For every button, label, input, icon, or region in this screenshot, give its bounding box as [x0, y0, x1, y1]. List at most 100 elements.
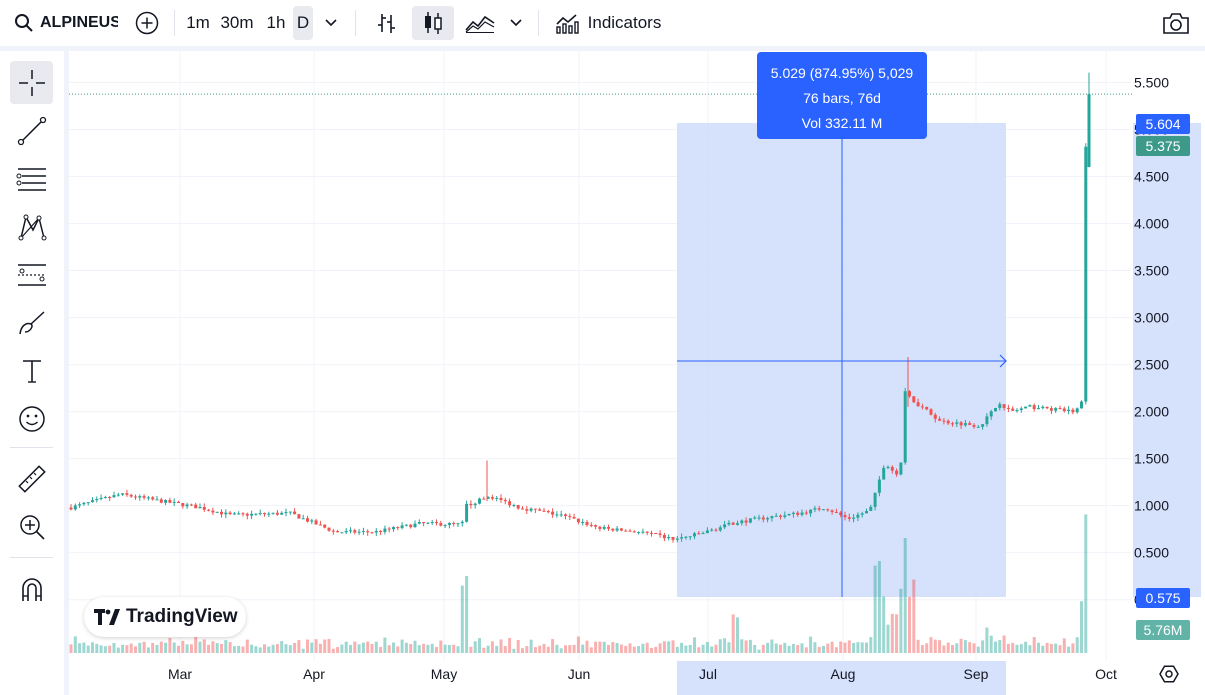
candle-body — [895, 470, 899, 475]
tradingview-logo[interactable]: TradingView — [84, 597, 246, 637]
pattern-tool[interactable] — [10, 205, 53, 248]
candle-body — [951, 423, 954, 425]
interval-30m[interactable]: 30m — [220, 13, 254, 32]
candle-body — [521, 508, 524, 510]
volume-bar — [271, 644, 275, 653]
volume-bar — [1058, 645, 1062, 653]
toolbar-divider — [174, 10, 175, 36]
chart-style-dropdown[interactable] — [502, 6, 530, 40]
price-axis[interactable]: 6.0005.5005.0004.5004.0003.5003.0002.500… — [1134, 51, 1169, 608]
volume-bar — [1080, 601, 1083, 653]
volume-bar — [804, 647, 808, 653]
axis-settings-button[interactable] — [1159, 665, 1179, 683]
ruler-tool[interactable] — [10, 457, 53, 500]
volume-bar — [1011, 642, 1015, 653]
candle-body — [86, 502, 90, 504]
volume-bar — [69, 644, 73, 653]
volume-bar — [783, 642, 787, 653]
emoji-tool[interactable] — [10, 397, 53, 440]
symbol-search[interactable]: ALPINEUS — [2, 6, 120, 40]
volume-bar — [383, 637, 387, 653]
volume-bar — [589, 647, 593, 653]
volume-bar — [288, 645, 292, 653]
candle-body — [981, 424, 985, 427]
candle-body — [129, 494, 133, 497]
candle-body — [336, 531, 340, 533]
candle-body — [860, 513, 864, 515]
volume-bar — [331, 648, 335, 653]
candle-body — [877, 479, 881, 493]
zoom-in-tool[interactable] — [10, 505, 53, 548]
candle-body — [723, 524, 727, 528]
trend-line-tool[interactable] — [10, 109, 53, 152]
volume-bar — [460, 585, 464, 653]
candles-style-button[interactable] — [412, 6, 454, 40]
volume-bar — [207, 644, 211, 653]
volume-bar — [890, 613, 894, 653]
candle-body — [667, 536, 671, 539]
candle-body — [1002, 404, 1006, 408]
candle-body — [297, 514, 301, 519]
interval-d[interactable]: D — [293, 6, 313, 40]
price-chart[interactable]: 6.0005.5005.0004.5004.0003.5003.0002.500… — [69, 51, 1205, 695]
candle-body — [164, 500, 168, 503]
candle-body — [994, 407, 997, 412]
interval-1m[interactable]: 1m — [186, 13, 210, 32]
candle-body — [645, 531, 649, 533]
brush-tool[interactable] — [10, 301, 53, 344]
candle-body — [215, 511, 219, 513]
screenshot-button[interactable] — [1158, 6, 1194, 40]
volume-bar — [387, 645, 391, 653]
volume-bar — [112, 643, 116, 653]
volume-bar — [103, 646, 107, 653]
candle-body — [108, 497, 112, 499]
candle-body — [933, 414, 937, 419]
volume-bar — [981, 640, 985, 653]
candle-body — [516, 505, 520, 509]
volume-bar — [426, 644, 430, 653]
indicators-button[interactable]: Indicators — [549, 6, 667, 40]
forecast-tool[interactable] — [10, 253, 53, 296]
volume-bar — [121, 644, 125, 653]
volume-bar — [856, 642, 860, 653]
interval-1h[interactable]: 1h — [266, 13, 286, 32]
candle-body — [830, 510, 834, 512]
time-axis[interactable]: Mar Apr May Jun Jul Aug Sep Oct — [168, 666, 1117, 682]
candle-body — [611, 528, 615, 531]
candle-body — [559, 514, 563, 516]
bars-style-button[interactable] — [366, 6, 406, 40]
candle-body — [301, 518, 305, 520]
volume-bar — [327, 638, 331, 653]
candle-body — [306, 518, 309, 522]
volume-bar — [800, 643, 804, 653]
price-tag-high: 5.604 — [1136, 114, 1190, 134]
candle-body — [576, 518, 580, 523]
compare-symbol-button[interactable] — [130, 6, 164, 40]
crosshair-tool[interactable] — [10, 61, 53, 104]
candle-body — [589, 525, 593, 527]
candle-body — [125, 493, 129, 495]
candle-body — [757, 517, 761, 519]
volume-bar — [400, 639, 404, 653]
volume-bar — [86, 645, 90, 653]
time-tick-label: Mar — [168, 666, 192, 682]
area-style-button[interactable] — [460, 6, 500, 40]
candle-body — [460, 521, 464, 524]
candle-body — [473, 503, 477, 506]
volume-bar — [942, 645, 946, 653]
candle-body — [241, 513, 245, 515]
volume-bar — [151, 642, 155, 653]
text-tool[interactable] — [10, 349, 53, 392]
price-tag-low: 0.575 — [1136, 588, 1190, 608]
volume-bar — [1071, 643, 1075, 653]
magnet-tool[interactable] — [10, 567, 53, 610]
volume-bar — [254, 646, 258, 653]
candle-body — [456, 523, 460, 525]
candle-body — [383, 528, 387, 533]
candle-body — [1011, 408, 1015, 411]
fib-tool[interactable] — [10, 157, 53, 200]
volume-bar — [301, 648, 305, 653]
candle-body — [946, 420, 950, 424]
interval-dropdown[interactable] — [317, 6, 345, 40]
price-tick-label: 2.000 — [1134, 404, 1169, 420]
